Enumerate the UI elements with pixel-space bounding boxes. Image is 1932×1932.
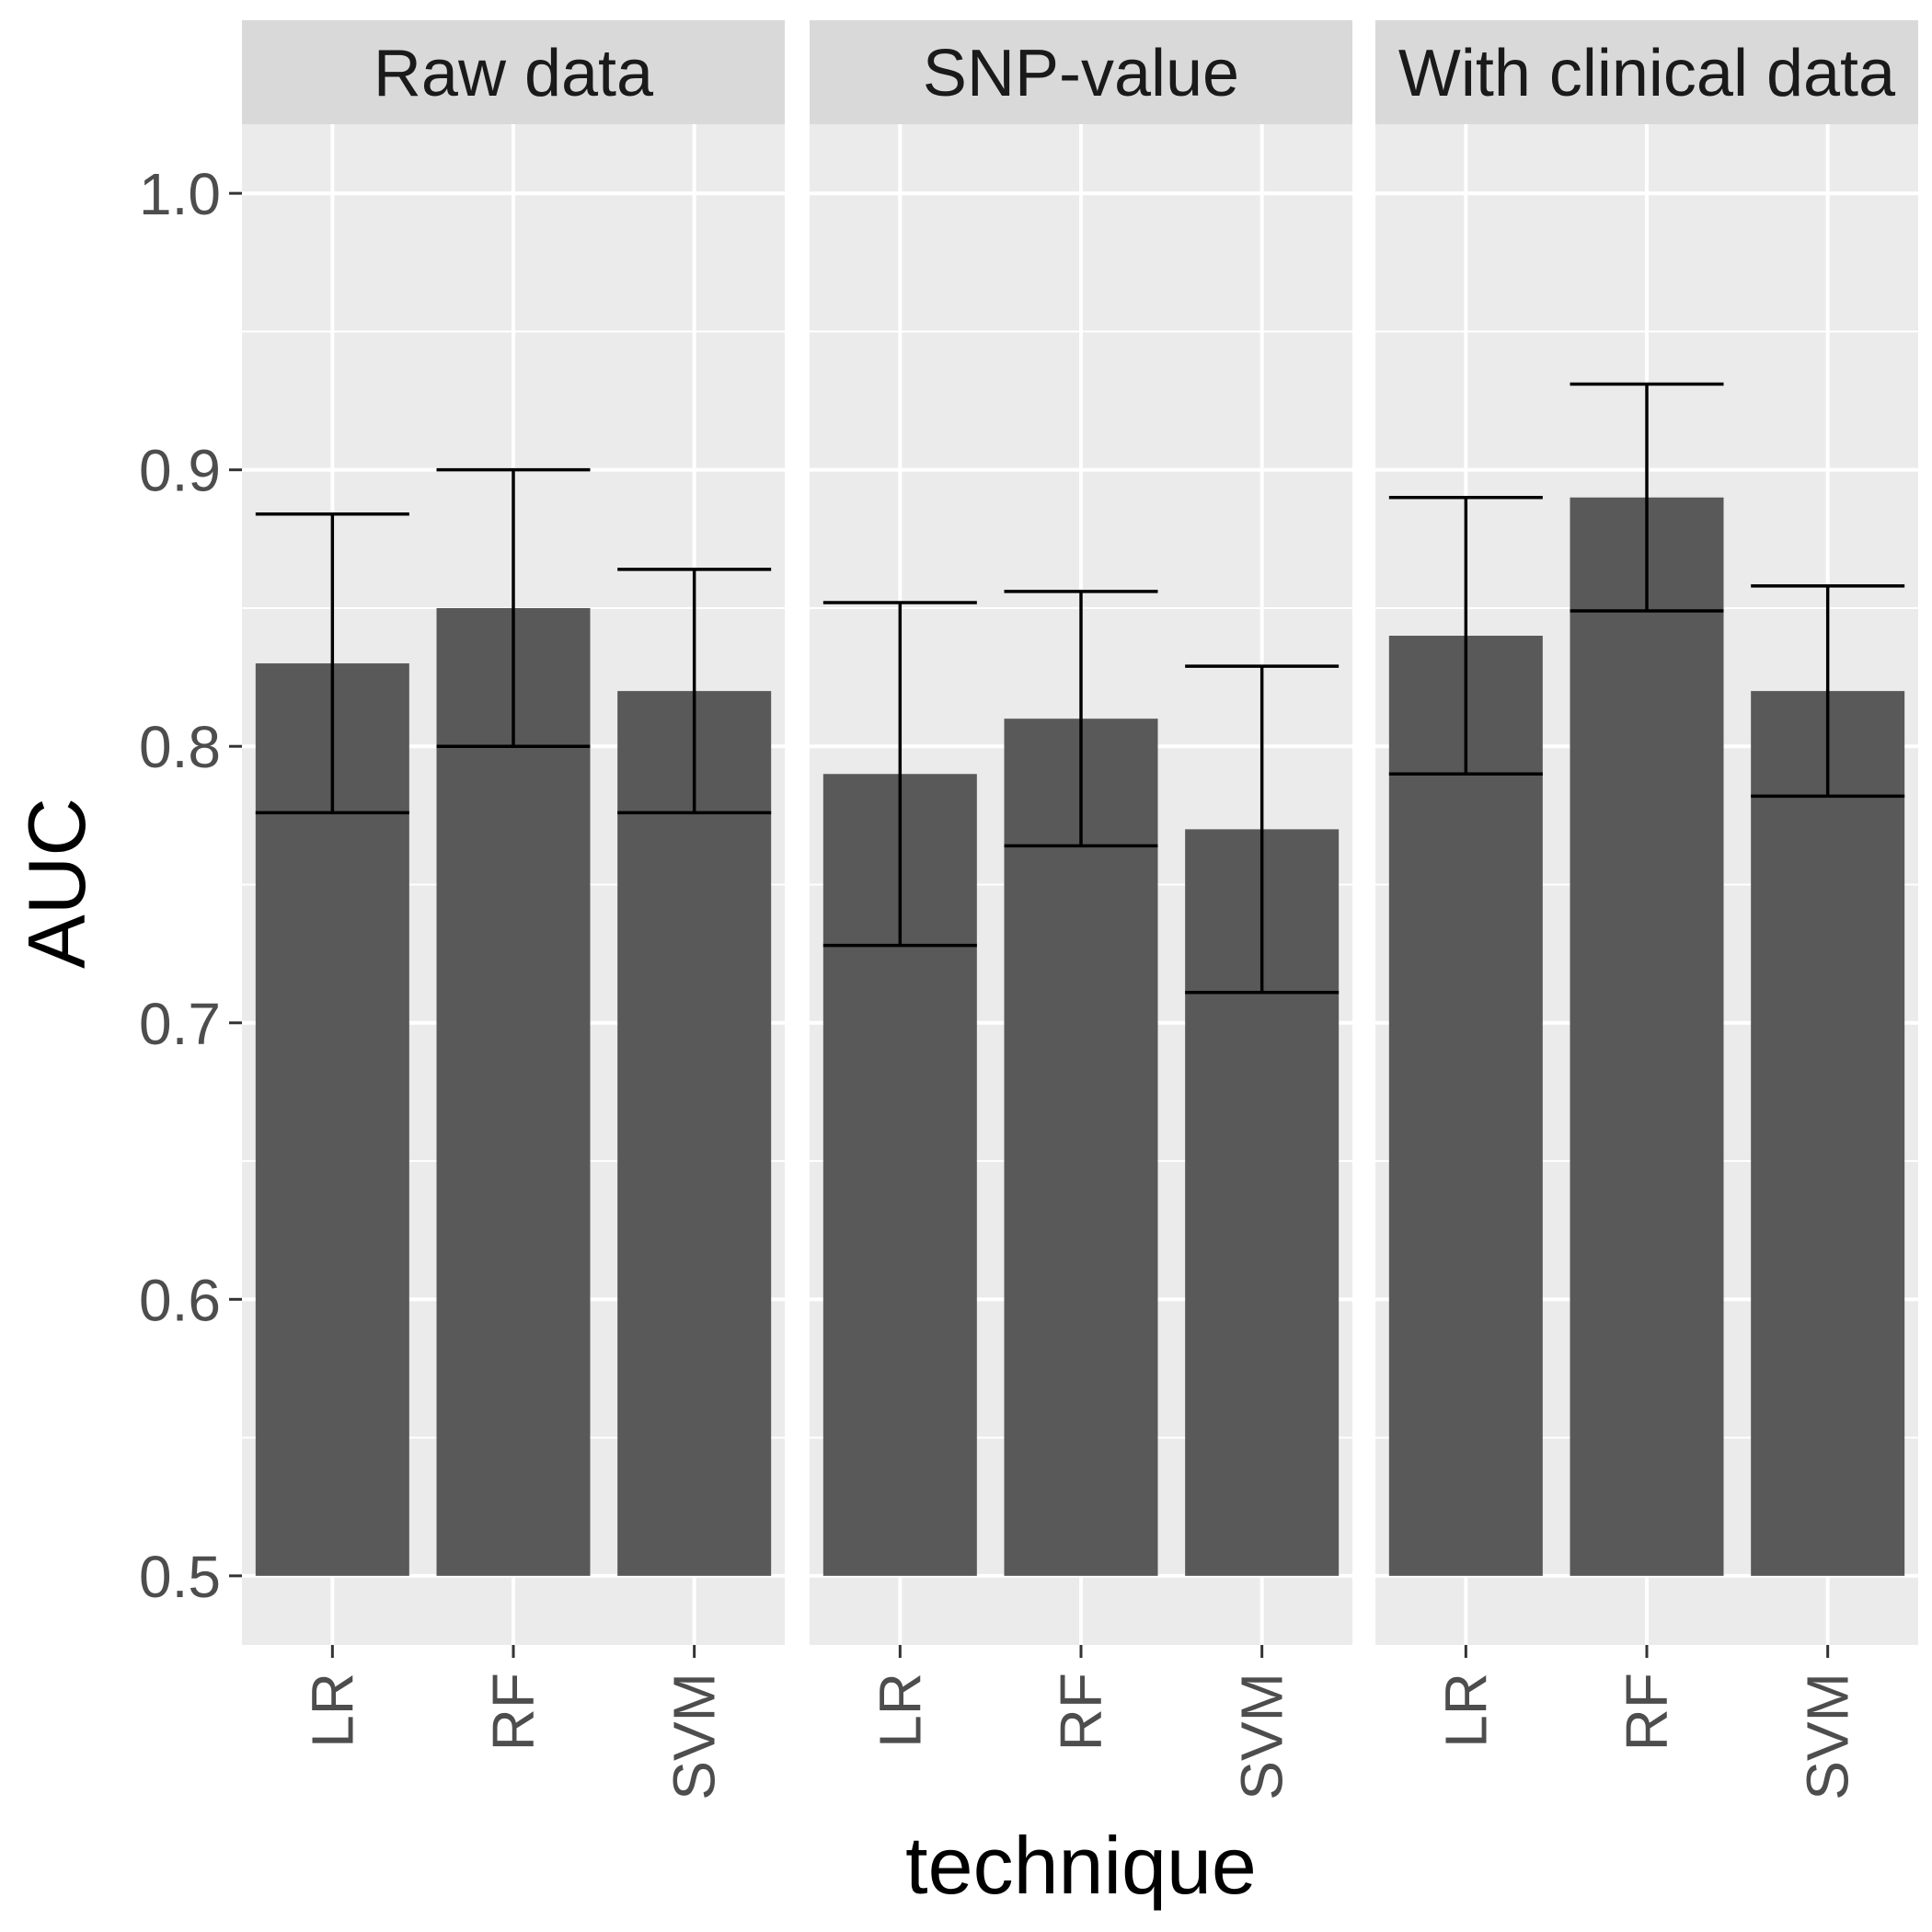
facet-strip xyxy=(242,20,785,124)
facet-panel: Raw data LR RF SVM xyxy=(242,20,785,1800)
y-tick-label: 1.0 xyxy=(139,161,221,227)
x-tick-label: RF xyxy=(480,1673,546,1751)
y-axis: 0.5 0.6 0.7 0.8 0.9 1.0 xyxy=(139,161,242,1610)
y-axis-title: AUC xyxy=(11,798,102,969)
bar xyxy=(1004,719,1158,1576)
facet-strip-label: SNP-value xyxy=(923,37,1239,110)
facet-panel: With clinical data LR RF SVM xyxy=(1375,20,1918,1800)
x-tick-label: LR xyxy=(1432,1673,1499,1748)
facet-strip xyxy=(810,20,1352,124)
bar xyxy=(1570,497,1724,1576)
facet-strip xyxy=(1375,20,1918,124)
facet-panel: SNP-value LR RF SVM xyxy=(810,20,1352,1800)
bar xyxy=(1388,636,1543,1576)
x-tick-label: RF xyxy=(1048,1673,1114,1751)
x-tick-label: SVM xyxy=(1229,1673,1295,1800)
x-axis-title: technique xyxy=(905,1820,1257,1911)
bar xyxy=(1751,691,1905,1576)
x-tick-label: LR xyxy=(299,1673,365,1748)
x-tick-label: RF xyxy=(1614,1673,1680,1751)
bar xyxy=(436,607,591,1576)
bar xyxy=(617,691,772,1576)
x-tick-label: LR xyxy=(867,1673,933,1748)
bar xyxy=(255,663,409,1576)
x-tick-label: SVM xyxy=(1795,1673,1861,1800)
y-tick-label: 0.7 xyxy=(139,991,221,1057)
facet-strip-label: With clinical data xyxy=(1398,37,1896,110)
y-tick-label: 0.8 xyxy=(139,714,221,780)
y-tick-label: 0.6 xyxy=(139,1267,221,1333)
y-tick-label: 0.9 xyxy=(139,438,221,504)
x-tick-label: SVM xyxy=(661,1673,728,1800)
facet-strip-label: Raw data xyxy=(374,37,654,110)
y-tick-label: 0.5 xyxy=(139,1544,221,1610)
